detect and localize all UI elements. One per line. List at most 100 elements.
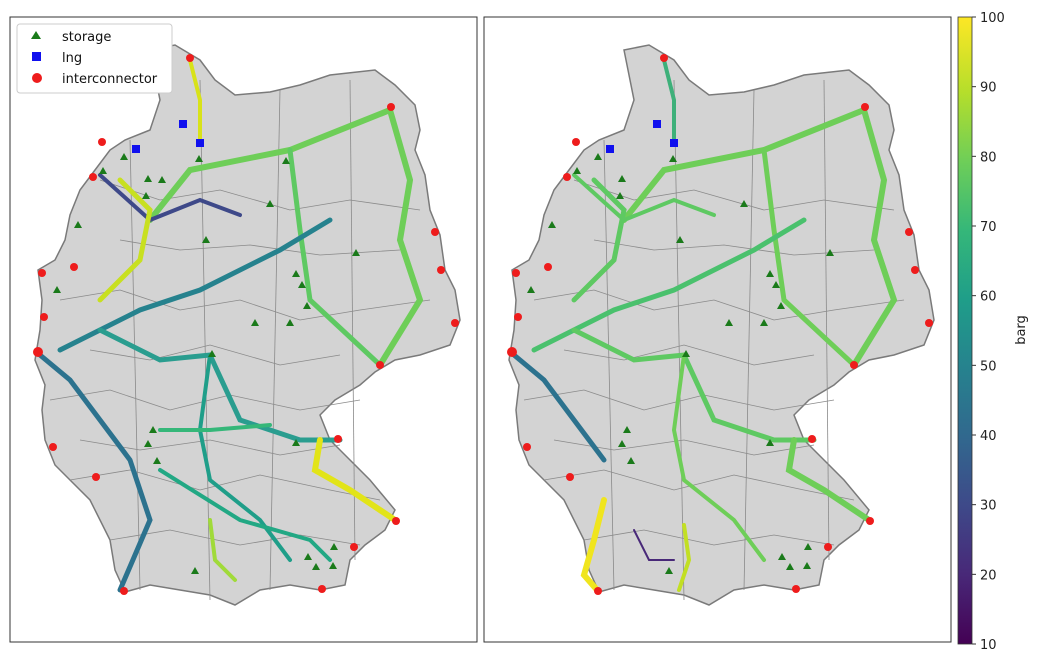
- storage-marker: [548, 221, 556, 228]
- storage-marker: [158, 176, 166, 183]
- storage-marker: [202, 236, 210, 243]
- lng-terminals: [606, 120, 678, 153]
- interconnector-marker: [824, 543, 832, 551]
- storage-marker: [144, 175, 152, 182]
- colorbar-ticks: 10 20 30 40 50 60 70 80 90 100: [972, 11, 1005, 653]
- interconnector-marker: [92, 473, 100, 481]
- interconnectors: [507, 54, 933, 595]
- storage-marker: [594, 153, 602, 160]
- storage-marker: [804, 543, 812, 550]
- storage-marker: [144, 440, 152, 447]
- colorbar-tick-label: 50: [980, 359, 997, 374]
- storage-marker: [251, 319, 259, 326]
- storage-marker: [786, 563, 794, 570]
- storage-marker: [208, 350, 216, 357]
- storage-marker: [298, 281, 306, 288]
- storage-marker: [330, 543, 338, 550]
- storage-marker: [618, 440, 626, 447]
- interconnector-marker: [507, 347, 517, 357]
- interconnector-marker: [431, 228, 439, 236]
- interconnector-marker: [120, 587, 128, 595]
- storage-marker: [286, 319, 294, 326]
- colorbar: 10 20 30 40 50 60 70 80 90 100 barg: [957, 11, 1029, 653]
- storage-marker: [53, 286, 61, 293]
- storage-marker: [778, 553, 786, 560]
- storage-marker: [304, 553, 312, 560]
- interconnector-marker: [850, 361, 858, 369]
- interconnector-marker: [38, 269, 46, 277]
- storage-marker: [616, 192, 624, 199]
- interconnector-marker: [808, 435, 816, 443]
- storage-marker: [292, 270, 300, 277]
- storage-marker: [766, 439, 774, 446]
- interconnector-marker: [660, 54, 668, 62]
- interconnector-marker: [792, 585, 800, 593]
- interconnectors: [33, 54, 459, 595]
- storage-sites: [53, 153, 360, 574]
- storage-marker: [303, 302, 311, 309]
- interconnector-marker: [33, 347, 43, 357]
- colorbar-tick-label: 10: [980, 638, 997, 653]
- interconnector-marker: [905, 228, 913, 236]
- map-panel-left: storage lng interconnector: [9, 16, 478, 643]
- storage-marker: [573, 167, 581, 174]
- storage-marker: [527, 286, 535, 293]
- interconnector-marker: [392, 517, 400, 525]
- interconnector-marker: [572, 138, 580, 146]
- storage-marker: [352, 249, 360, 256]
- storage-marker: [142, 192, 150, 199]
- lng-terminals: [132, 120, 204, 153]
- storage-marker: [153, 457, 161, 464]
- interconnector-marker: [512, 269, 520, 277]
- storage-marker: [149, 426, 157, 433]
- colorbar-tick-label: 90: [980, 81, 997, 96]
- interconnector-marker: [866, 517, 874, 525]
- storage-marker: [665, 567, 673, 574]
- storage-sites: [527, 153, 834, 574]
- colorbar-tick-label: 40: [980, 429, 997, 444]
- storage-marker: [682, 350, 690, 357]
- storage-legend-icon: [31, 31, 41, 39]
- colorbar-tick-label: 60: [980, 290, 997, 305]
- storage-marker: [772, 281, 780, 288]
- lng-marker: [653, 120, 661, 128]
- storage-marker: [623, 426, 631, 433]
- storage-marker: [803, 562, 811, 569]
- interconnector-marker: [376, 361, 384, 369]
- storage-marker: [120, 153, 128, 160]
- interconnector-marker: [925, 319, 933, 327]
- storage-marker: [74, 221, 82, 228]
- colorbar-tick-label: 70: [980, 220, 997, 235]
- storage-marker: [826, 249, 834, 256]
- interconnector-marker: [49, 443, 57, 451]
- interconnector-marker: [318, 585, 326, 593]
- interconnector-marker: [566, 473, 574, 481]
- interconnector-marker: [350, 543, 358, 551]
- interconnector-marker: [514, 313, 522, 321]
- lng-marker: [196, 139, 204, 147]
- lng-marker: [606, 145, 614, 153]
- storage-marker: [627, 457, 635, 464]
- lng-legend-icon: [32, 52, 41, 61]
- interconnector-marker: [563, 173, 571, 181]
- storage-marker: [99, 167, 107, 174]
- interconnector-marker: [861, 103, 869, 111]
- interconnector-marker: [451, 319, 459, 327]
- storage-marker: [760, 319, 768, 326]
- legend: storage lng interconnector: [16, 23, 173, 94]
- interconnector-marker: [89, 173, 97, 181]
- interconnector-marker: [437, 266, 445, 274]
- colorbar-gradient: [957, 16, 973, 645]
- legend-box: [16, 23, 173, 94]
- legend-label-storage: storage: [62, 30, 111, 45]
- interconnector-marker: [70, 263, 78, 271]
- interconnector-marker: [98, 138, 106, 146]
- colorbar-tick-label: 30: [980, 499, 997, 514]
- region-borders: [49, 79, 431, 601]
- interconnector-marker: [40, 313, 48, 321]
- storage-marker: [676, 236, 684, 243]
- lng-marker: [179, 120, 187, 128]
- interconnector-marker: [334, 435, 342, 443]
- interconnector-marker: [594, 587, 602, 595]
- interconnector-legend-icon: [32, 73, 42, 83]
